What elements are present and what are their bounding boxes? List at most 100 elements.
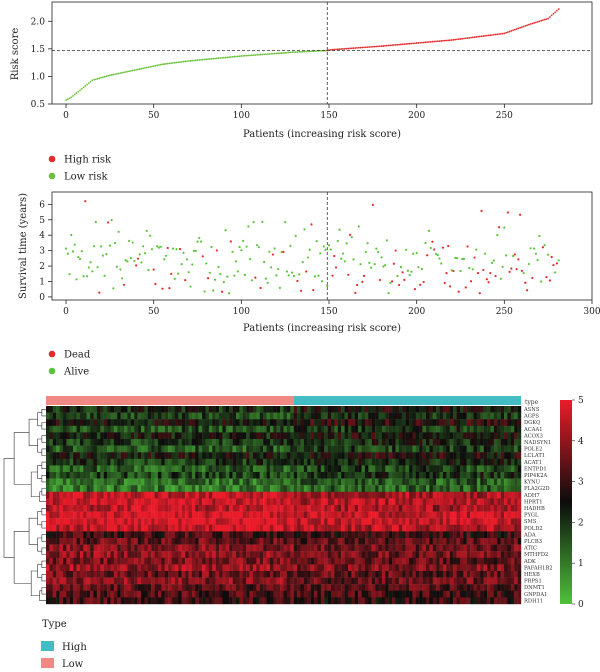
- heatmap-cell: [310, 505, 315, 512]
- heatmap-cell: [473, 458, 478, 466]
- risk-score-point: [200, 58, 202, 61]
- heatmap-cell: [252, 571, 257, 578]
- heatmap-cell: [388, 445, 393, 453]
- risk-score-point: [540, 19, 543, 22]
- heatmap-cell: [168, 577, 172, 585]
- heatmap-cell: [402, 419, 406, 426]
- heatmap-cell: [483, 419, 488, 426]
- heatmap-cell: [222, 590, 227, 598]
- heatmap-cell: [385, 597, 389, 605]
- heatmap-cell: [188, 491, 193, 499]
- heatmap-cell: [392, 445, 396, 453]
- heatmap-cell: [76, 419, 81, 426]
- heatmap-cell: [46, 584, 50, 591]
- heatmap-cell: [497, 531, 501, 539]
- heatmap-cell: [181, 531, 186, 539]
- risk-score-point: [268, 53, 271, 55]
- heatmap-cell: [324, 551, 328, 558]
- heatmap-cell: [327, 445, 332, 453]
- heatmap-cells: [46, 406, 522, 605]
- heatmap-cell: [236, 458, 240, 466]
- heatmap-cell: [303, 518, 308, 525]
- heatmap-cell: [222, 491, 227, 499]
- heatmap-cell: [69, 544, 74, 552]
- heatmap-cell: [415, 498, 420, 506]
- heatmap-cell: [49, 557, 53, 565]
- heatmap-cell: [361, 571, 366, 578]
- heatmap-cell: [378, 524, 383, 532]
- heatmap-cell: [205, 557, 210, 565]
- heatmap-cell: [66, 465, 70, 473]
- heatmap-cell: [327, 412, 332, 420]
- heatmap-cell: [456, 406, 461, 413]
- heatmap-cell: [429, 524, 433, 532]
- heatmap-cell: [473, 472, 478, 479]
- heatmap-cell: [113, 524, 118, 532]
- heatmap-cell: [392, 406, 396, 413]
- risk-score-point: [536, 20, 539, 23]
- heatmap-cell: [307, 452, 311, 459]
- heatmap-cell: [368, 439, 372, 446]
- heatmap-cell: [90, 406, 94, 413]
- heatmap-cell: [388, 557, 393, 565]
- heatmap-cell: [195, 571, 199, 578]
- heatmap-cell: [364, 452, 369, 459]
- heatmap-cell: [517, 571, 522, 578]
- heatmap-cell: [470, 478, 474, 486]
- heatmap-cell: [493, 518, 498, 525]
- heatmap-cell: [439, 465, 444, 473]
- heatmap-cell: [364, 419, 369, 426]
- heatmap-cell: [79, 538, 84, 545]
- survival-point: [408, 274, 411, 277]
- heatmap-cell: [256, 518, 260, 525]
- heatmap-cell: [320, 551, 325, 558]
- heatmap-cell: [141, 485, 145, 492]
- heatmap-cell: [310, 577, 315, 585]
- heatmap-cell: [442, 524, 447, 532]
- heatmap-cell: [347, 478, 352, 486]
- heatmap-cell: [456, 551, 461, 558]
- heatmap-cell: [392, 458, 396, 466]
- survival-point: [201, 255, 204, 258]
- heatmap-cell: [93, 425, 98, 433]
- heatmap-cell: [426, 557, 430, 565]
- heatmap-cell: [249, 425, 254, 433]
- heatmap-cell: [147, 597, 152, 605]
- heatmap-cell: [185, 432, 189, 440]
- heatmap-cell: [127, 452, 132, 459]
- heatmap-cell: [354, 472, 359, 479]
- heatmap-cell: [229, 597, 233, 605]
- heatmap-cell: [463, 498, 467, 506]
- heatmap-cell: [507, 432, 512, 440]
- heatmap-cell: [371, 531, 376, 539]
- heatmap-cell: [212, 439, 216, 446]
- heatmap-cell: [86, 597, 91, 605]
- heatmap-cell: [110, 478, 115, 486]
- heatmap-cell: [300, 491, 305, 499]
- heatmap-cell: [283, 551, 288, 558]
- heatmap-cell: [385, 425, 389, 433]
- heatmap-cell: [453, 432, 457, 440]
- heatmap-cell: [310, 452, 315, 459]
- heatmap-cell: [453, 412, 457, 420]
- heatmap-cell: [375, 432, 379, 440]
- heatmap-cell: [358, 478, 362, 486]
- heatmap-cell: [202, 478, 206, 486]
- heatmap-cell: [358, 571, 362, 578]
- heatmap-cell: [426, 577, 430, 585]
- heatmap-cell: [164, 551, 169, 558]
- heatmap-cell: [256, 465, 260, 473]
- heatmap-cell: [283, 472, 288, 479]
- heatmap-cell: [324, 564, 328, 572]
- heatmap-cell: [174, 465, 179, 473]
- heatmap-cell: [436, 511, 440, 519]
- risk-score-point: [435, 40, 437, 43]
- heatmap-cell: [442, 458, 447, 466]
- heatmap-cell: [59, 590, 64, 598]
- heatmap-cell: [144, 524, 148, 532]
- heatmap-cell: [300, 465, 305, 473]
- heatmap-cell: [83, 485, 87, 492]
- heatmap-cell: [171, 465, 176, 473]
- survival-point: [114, 241, 117, 245]
- heatmap-cell: [198, 584, 203, 591]
